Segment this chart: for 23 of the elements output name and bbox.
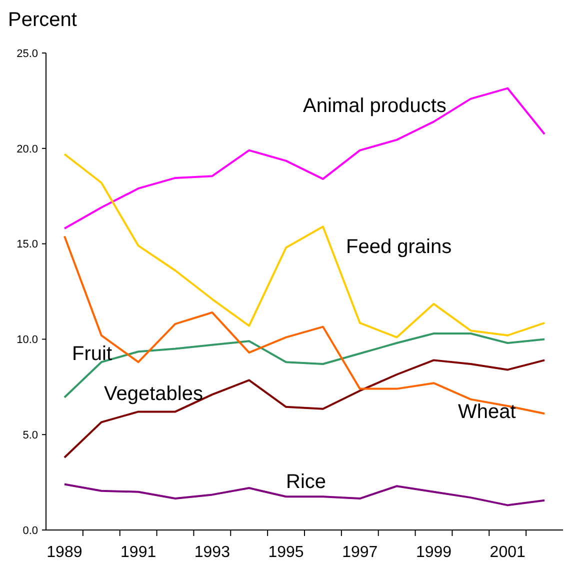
y-tick-label: 5.0: [22, 429, 38, 442]
series-label: Fruit: [72, 343, 112, 365]
series-label: Feed grains: [346, 236, 452, 258]
series-label: Rice: [286, 471, 326, 493]
y-tick-label: 0.0: [22, 524, 38, 537]
y-axis-title: Percent: [8, 9, 78, 31]
x-tick-label: 1995: [268, 544, 304, 561]
line-series: [63, 359, 546, 458]
x-tick-label: 1993: [194, 544, 230, 561]
line-series: [63, 87, 546, 230]
series-label: Animal products: [303, 95, 446, 117]
series-label: Wheat: [458, 401, 516, 423]
y-tick-label: 20.0: [16, 143, 38, 156]
x-tick-label: 1989: [46, 544, 82, 561]
y-tick-label: 10.0: [16, 334, 38, 346]
series-label: Vegetables: [104, 383, 203, 405]
y-tick-label: 25.0: [16, 48, 38, 60]
x-tick-label: 2001: [490, 544, 526, 561]
line-series: [63, 153, 546, 338]
y-tick-label: 15.0: [16, 238, 38, 251]
x-tick-label: 1999: [416, 544, 452, 561]
x-tick-label: 1997: [342, 544, 378, 561]
x-tick-label: 1991: [120, 544, 156, 561]
